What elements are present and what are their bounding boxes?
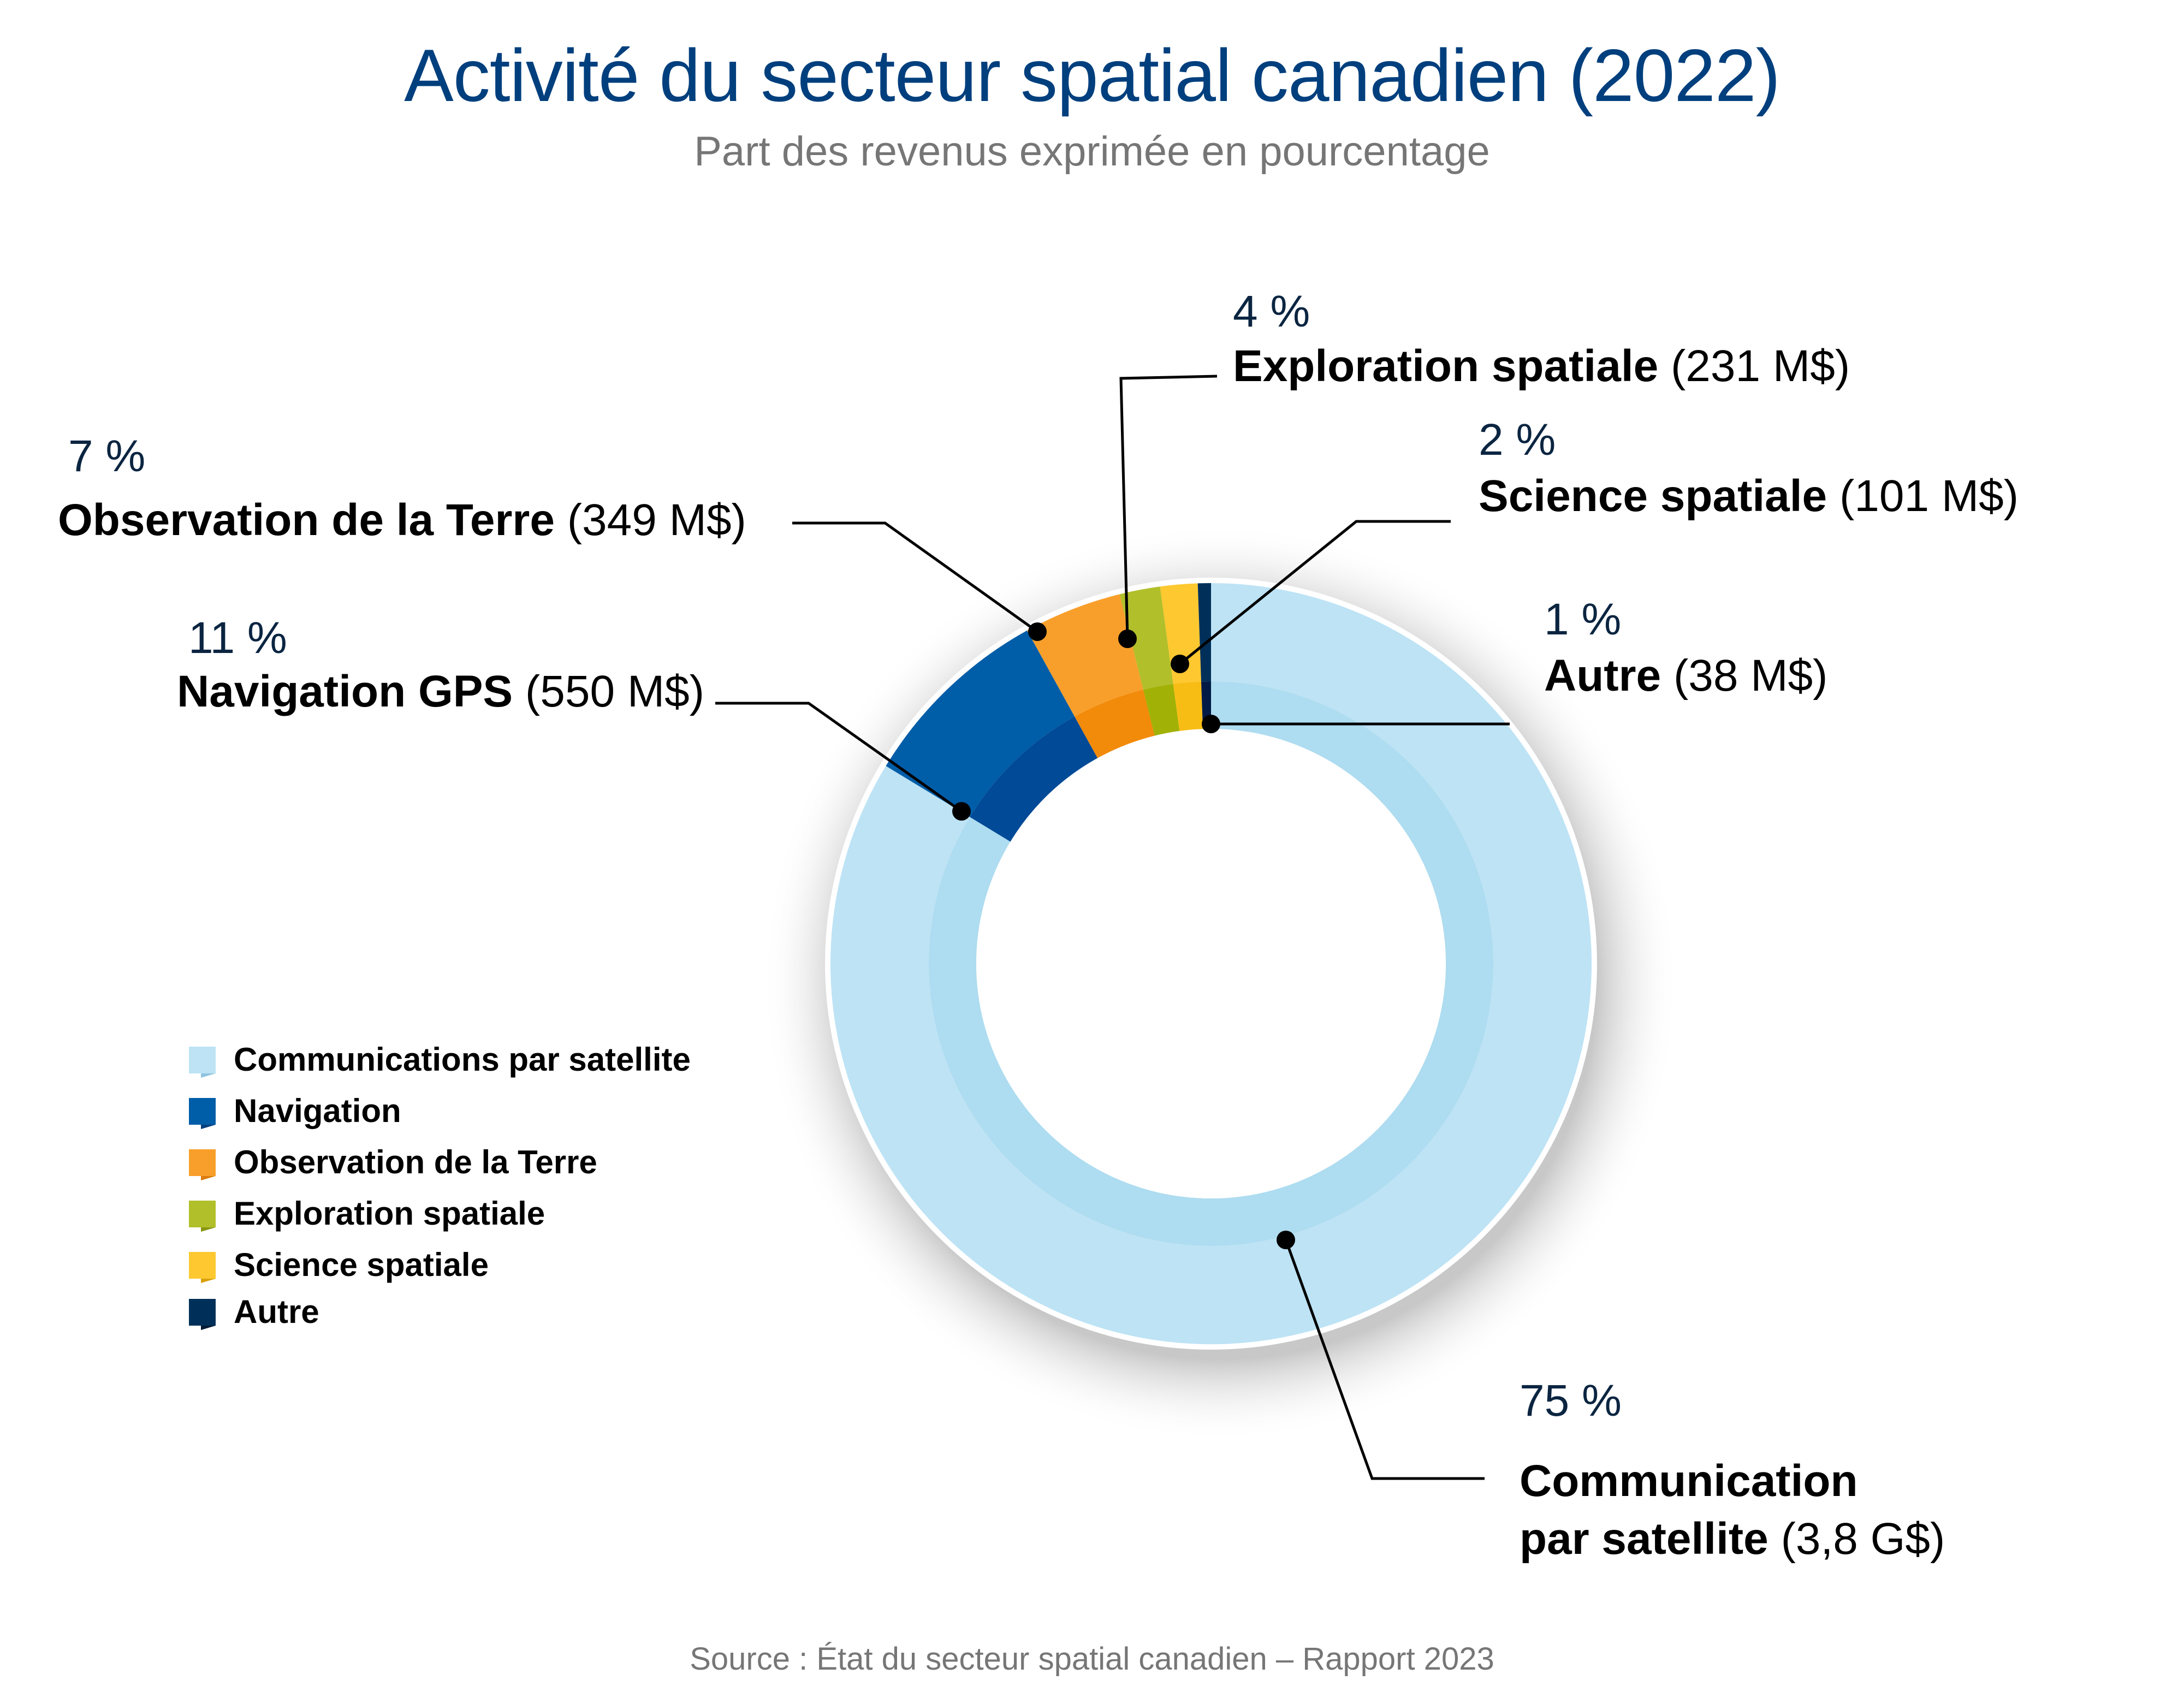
callout-amount: (231 M$) [1671, 341, 1850, 391]
legend-label: Science spatiale [234, 1246, 489, 1283]
slice-observation [1027, 594, 1143, 717]
leader-dot-science [1171, 655, 1189, 673]
callout-amount: (349 M$) [567, 495, 746, 545]
percent-label-communication: 75 % [1520, 1376, 1622, 1426]
callout-name: Navigation GPS [177, 667, 513, 716]
legend-label: Communications par satellite [234, 1041, 691, 1078]
callout-navigation: Navigation GPS (550 M$) [177, 669, 704, 714]
leader-line-observation [792, 521, 1038, 633]
callout-amount: (550 M$) [525, 667, 705, 716]
chart-title: Activité du secteur spatial canadien (20… [404, 34, 1781, 117]
leader-line-communication [1284, 1239, 1485, 1480]
legend-swatch [189, 1252, 216, 1283]
callout-name: Autre [1544, 651, 1661, 700]
leader-dot-exploration [1118, 630, 1137, 648]
legend-label: Observation de la Terre [234, 1144, 597, 1180]
slice-navigation-inner-band [970, 716, 1098, 842]
legend-label: Exploration spatiale [234, 1195, 545, 1232]
slice-observation-inner-band [1075, 690, 1155, 758]
leader-dot-communication [1277, 1231, 1295, 1249]
slice-exploration [1119, 586, 1173, 690]
legend-swatch [189, 1299, 216, 1330]
callout-name-line1: Communication [1520, 1456, 1858, 1506]
callout-amount: (3,8 G$) [1781, 1514, 1945, 1564]
leader-dot-navigation [952, 802, 971, 821]
percent-label-observation: 7 % [68, 431, 146, 481]
legend-swatch [189, 1149, 216, 1180]
leader-line-science [1179, 520, 1451, 665]
percent-label-autre: 1 % [1544, 595, 1622, 644]
legend-swatch [189, 1047, 216, 1078]
donut-hole [976, 729, 1446, 1198]
slice-science [1160, 583, 1201, 684]
callout-exploration: Exploration spatiale (231 M$) [1233, 344, 1850, 389]
callout-science: Science spatiale (101 M$) [1479, 474, 2019, 519]
percent-label-exploration: 4 % [1233, 287, 1310, 336]
callout-autre: Autre (38 M$) [1544, 654, 1827, 698]
chart-subtitle: Part des revenus exprimée en pourcentage [694, 128, 1490, 175]
callout-name-line2: par satellite [1520, 1514, 1768, 1564]
callout-name: Science spatiale [1479, 471, 1827, 521]
percent-label-navigation: 11 % [188, 613, 287, 663]
callout-name: Exploration spatiale [1233, 341, 1659, 391]
callout-amount: (101 M$) [1839, 471, 2019, 521]
callout-observation: Observation de la Terre (349 M$) [58, 498, 746, 543]
legend-swatch [189, 1098, 216, 1129]
slice-autre [1197, 583, 1211, 682]
leader-line-navigation [715, 702, 963, 813]
slice-exploration-inner-band [1143, 684, 1180, 736]
callout-amount: (38 M$) [1673, 651, 1828, 700]
legend-label: Autre [234, 1293, 319, 1330]
source-note: Source : État du secteur spatial canadie… [690, 1641, 1494, 1677]
leader-line-exploration [1119, 375, 1218, 639]
leader-dot-observation [1028, 622, 1047, 641]
donut-slices [830, 583, 1592, 1344]
callout-name: Observation de la Terre [58, 495, 555, 545]
percent-label-science: 2 % [1479, 415, 1556, 465]
legend-swatch [189, 1201, 216, 1232]
slice-navigation [886, 630, 1075, 817]
callout-communication: Communication par satellite (3,8 G$) [1520, 1452, 1945, 1568]
slice-science-inner-band [1173, 681, 1203, 731]
legend-label: Navigation [234, 1093, 401, 1129]
leader-dot-autre [1202, 715, 1220, 733]
leader-lines [715, 375, 1510, 1480]
